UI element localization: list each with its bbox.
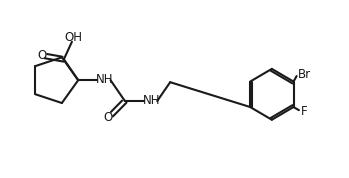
- Text: NH: NH: [142, 94, 160, 107]
- Text: Br: Br: [298, 68, 311, 81]
- Text: NH: NH: [96, 73, 113, 86]
- Text: O: O: [37, 49, 46, 62]
- Text: OH: OH: [65, 31, 83, 44]
- Text: F: F: [300, 105, 307, 118]
- Text: O: O: [103, 111, 112, 124]
